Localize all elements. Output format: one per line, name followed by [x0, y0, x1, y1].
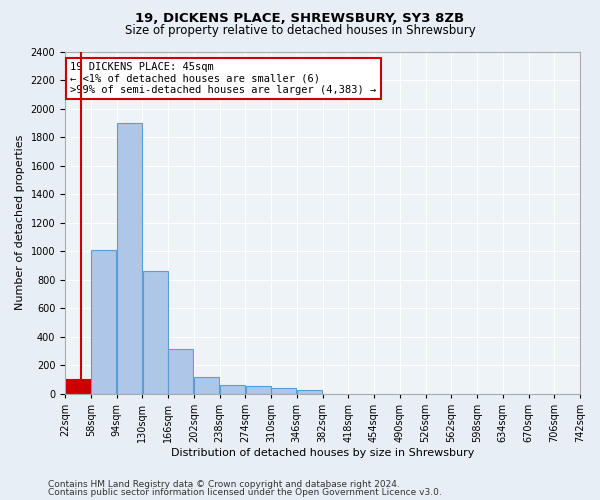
Bar — [169, 348, 193, 394]
Text: Contains public sector information licensed under the Open Government Licence v3: Contains public sector information licen… — [48, 488, 442, 497]
Bar — [91, 250, 116, 394]
Text: 19, DICKENS PLACE, SHREWSBURY, SY3 8ZB: 19, DICKENS PLACE, SHREWSBURY, SY3 8ZB — [136, 12, 464, 26]
Bar — [220, 386, 245, 394]
Bar — [117, 123, 142, 394]
Text: Size of property relative to detached houses in Shrewsbury: Size of property relative to detached ho… — [125, 24, 475, 37]
Bar — [194, 377, 219, 394]
X-axis label: Distribution of detached houses by size in Shrewsbury: Distribution of detached houses by size … — [171, 448, 474, 458]
Bar — [245, 386, 271, 394]
Bar — [65, 380, 91, 394]
Text: Contains HM Land Registry data © Crown copyright and database right 2024.: Contains HM Land Registry data © Crown c… — [48, 480, 400, 489]
Bar — [143, 271, 167, 394]
Bar — [271, 388, 296, 394]
Y-axis label: Number of detached properties: Number of detached properties — [15, 135, 25, 310]
Bar — [297, 390, 322, 394]
Text: 19 DICKENS PLACE: 45sqm
← <1% of detached houses are smaller (6)
>99% of semi-de: 19 DICKENS PLACE: 45sqm ← <1% of detache… — [70, 62, 376, 95]
